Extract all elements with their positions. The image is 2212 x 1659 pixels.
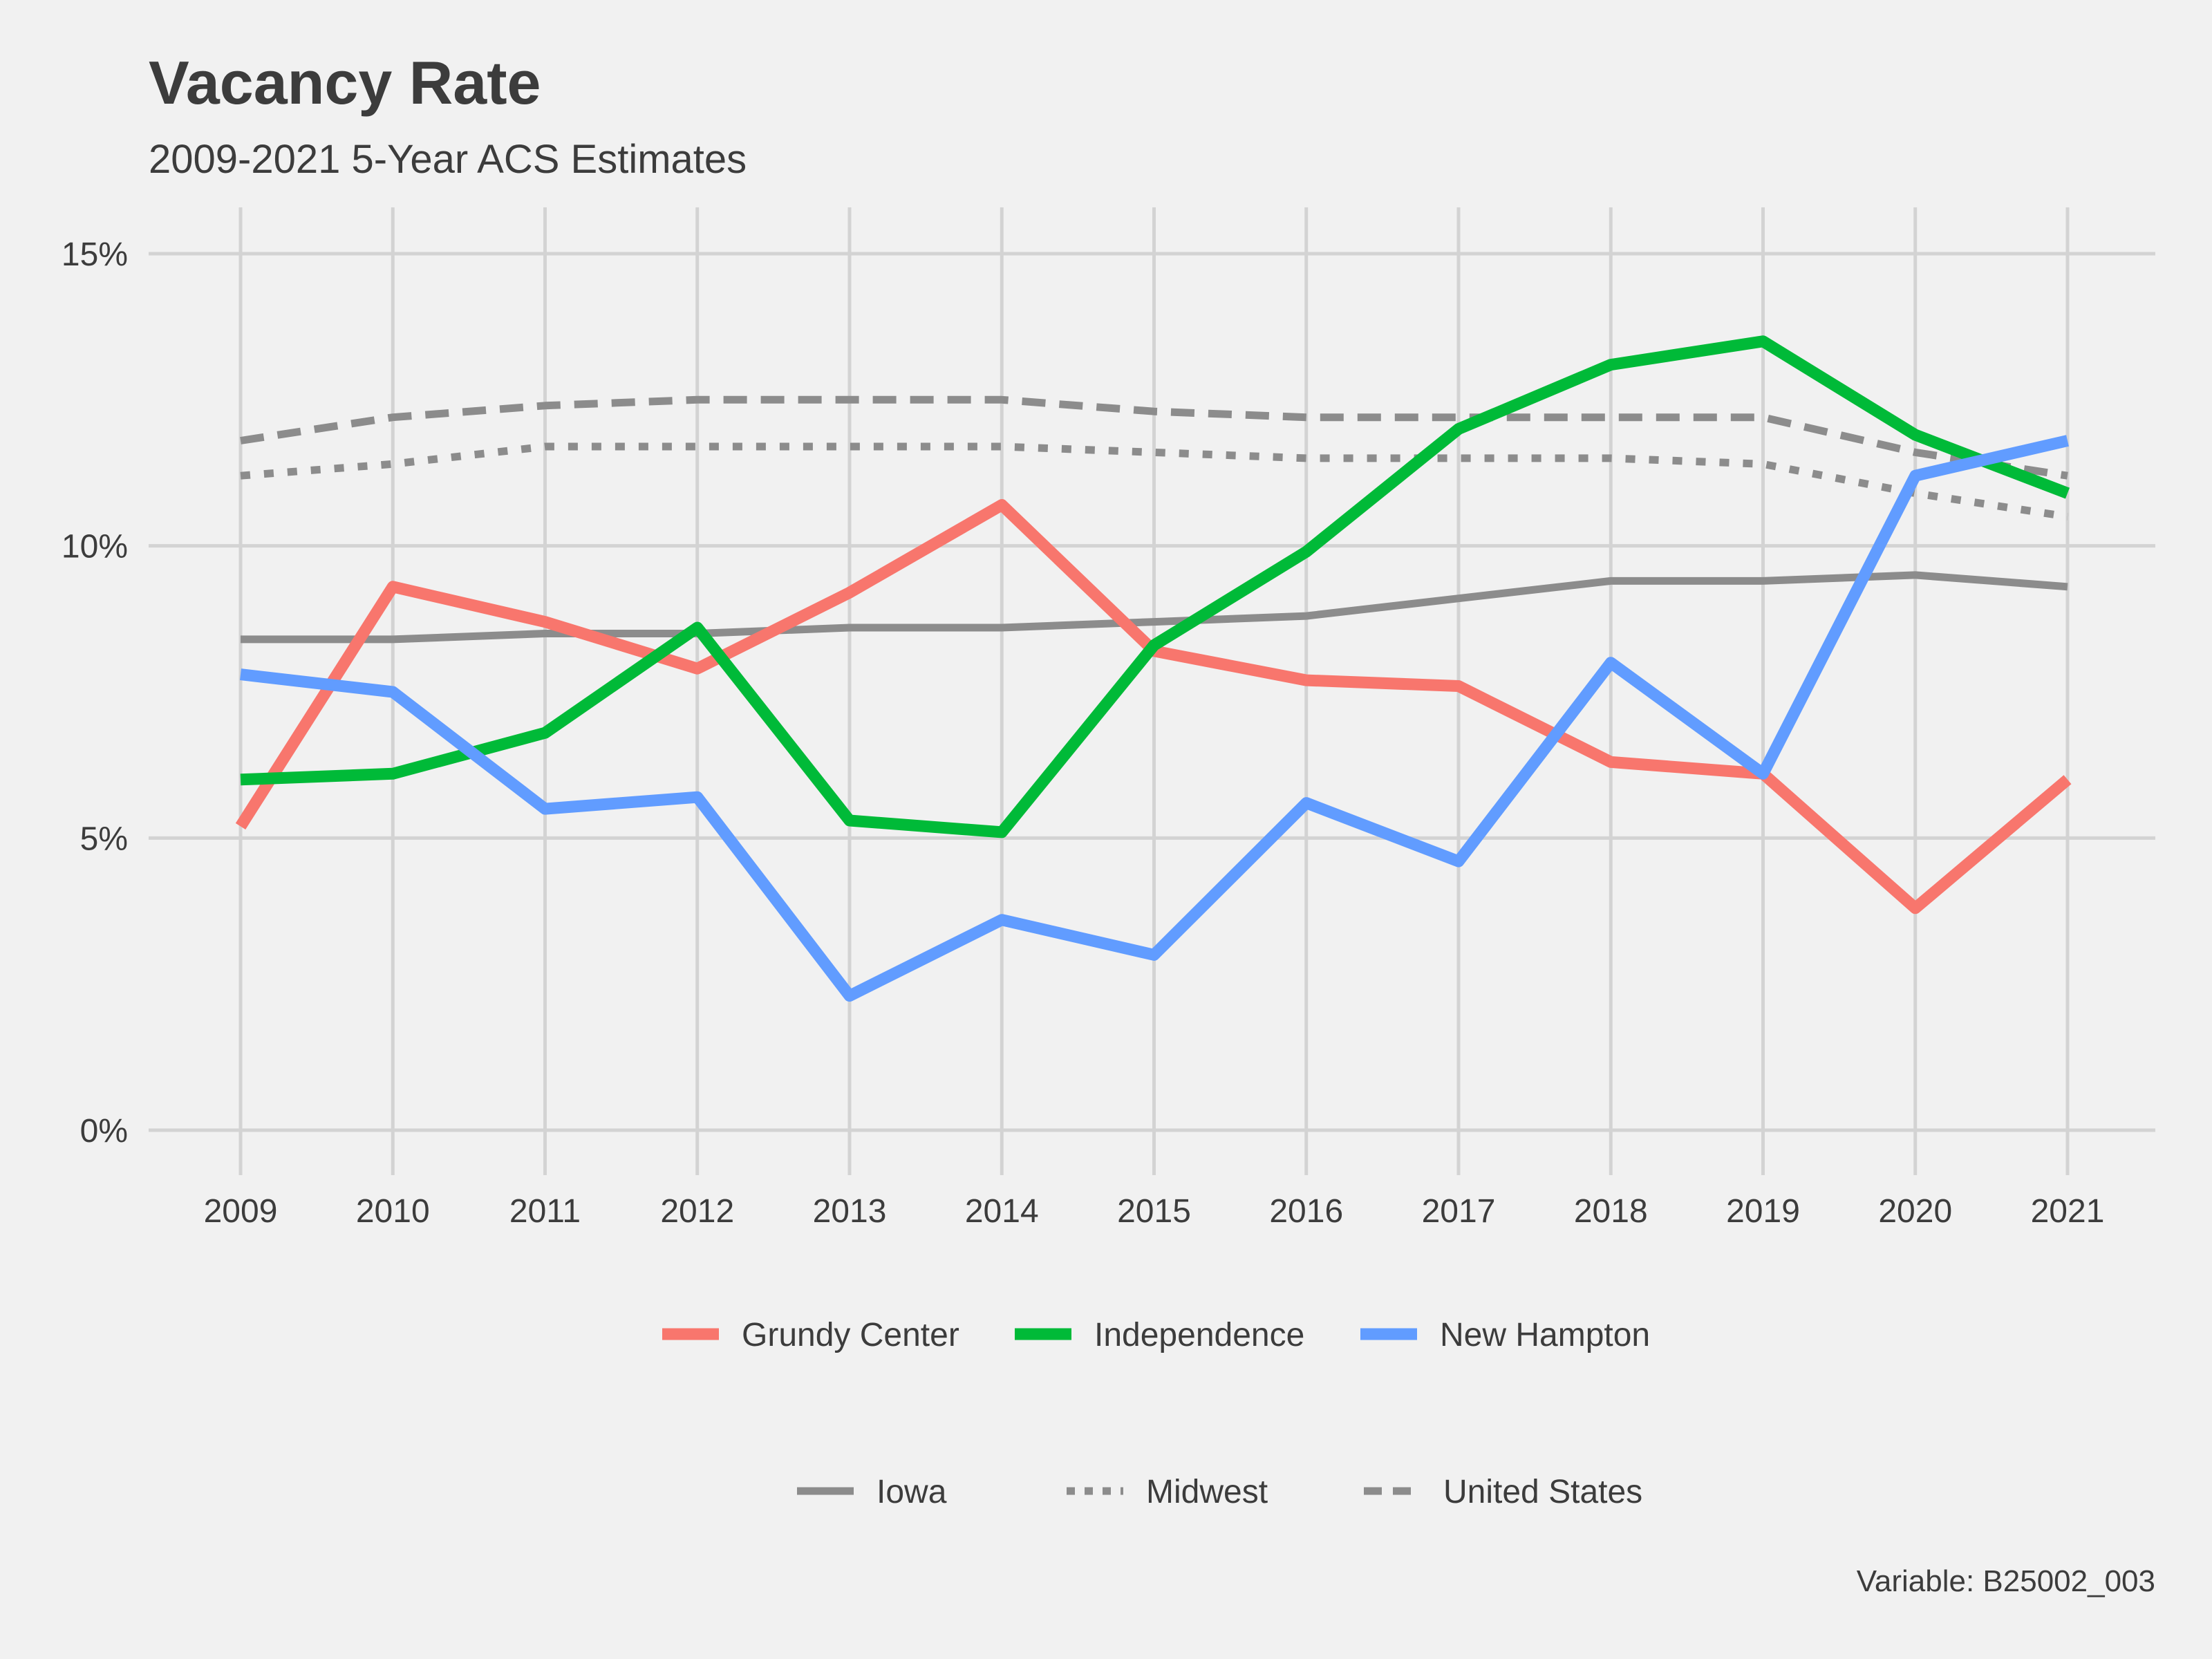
x-tick-label: 2018: [1574, 1193, 1648, 1230]
y-tick-label: 0%: [80, 1113, 128, 1150]
x-tick-label: 2021: [2031, 1193, 2105, 1230]
legend-label: New Hampton: [1440, 1317, 1650, 1353]
x-tick-label: 2015: [1117, 1193, 1191, 1230]
y-tick-label: 15%: [62, 236, 128, 273]
x-tick-label: 2013: [813, 1193, 887, 1230]
series-line-iowa: [241, 571, 2068, 644]
chart-subtitle: 2009-2021 5-Year ACS Estimates: [149, 137, 747, 182]
y-tick-label: 5%: [80, 821, 128, 857]
x-tick-label: 2009: [204, 1193, 278, 1230]
x-tick-label: 2019: [1726, 1193, 1800, 1230]
x-tick-label: 2011: [509, 1193, 581, 1230]
legend-reference: Iowa Midwest United States: [797, 1474, 1642, 1510]
x-tick-label: 2014: [965, 1193, 1039, 1230]
series-line-new-hampton: [240, 435, 2069, 1002]
chart-title: Vacancy Rate: [149, 48, 541, 117]
series-line-united-states: [240, 395, 2068, 480]
chart-caption: Variable: B25002_003: [1857, 1564, 2155, 1598]
y-tick-label: 10%: [62, 529, 128, 565]
legend-label: Grundy Center: [742, 1317, 959, 1353]
x-tick-label: 2012: [660, 1193, 734, 1230]
series-lines: [235, 335, 2072, 1002]
legend-label: Midwest: [1146, 1474, 1268, 1510]
axis-labels: 0% 5% 10% 15% 2009 2010 2011 2012 2013 2014 2015 20…: [62, 236, 2104, 1230]
legend-label: United States: [1443, 1474, 1642, 1510]
series-line-independence: [240, 335, 2070, 838]
series-line-midwest: [240, 442, 2068, 521]
legend-label: Independence: [1094, 1317, 1304, 1353]
x-tick-label: 2016: [1269, 1193, 1343, 1230]
legend-places: Grundy Center Independence New Hampton: [662, 1317, 1650, 1353]
x-tick-label: 2020: [1878, 1193, 1952, 1230]
x-tick-label: 2017: [1422, 1193, 1496, 1230]
legend-label: Iowa: [877, 1474, 947, 1510]
x-tick-label: 2010: [356, 1193, 430, 1230]
grid: [149, 207, 2155, 1175]
